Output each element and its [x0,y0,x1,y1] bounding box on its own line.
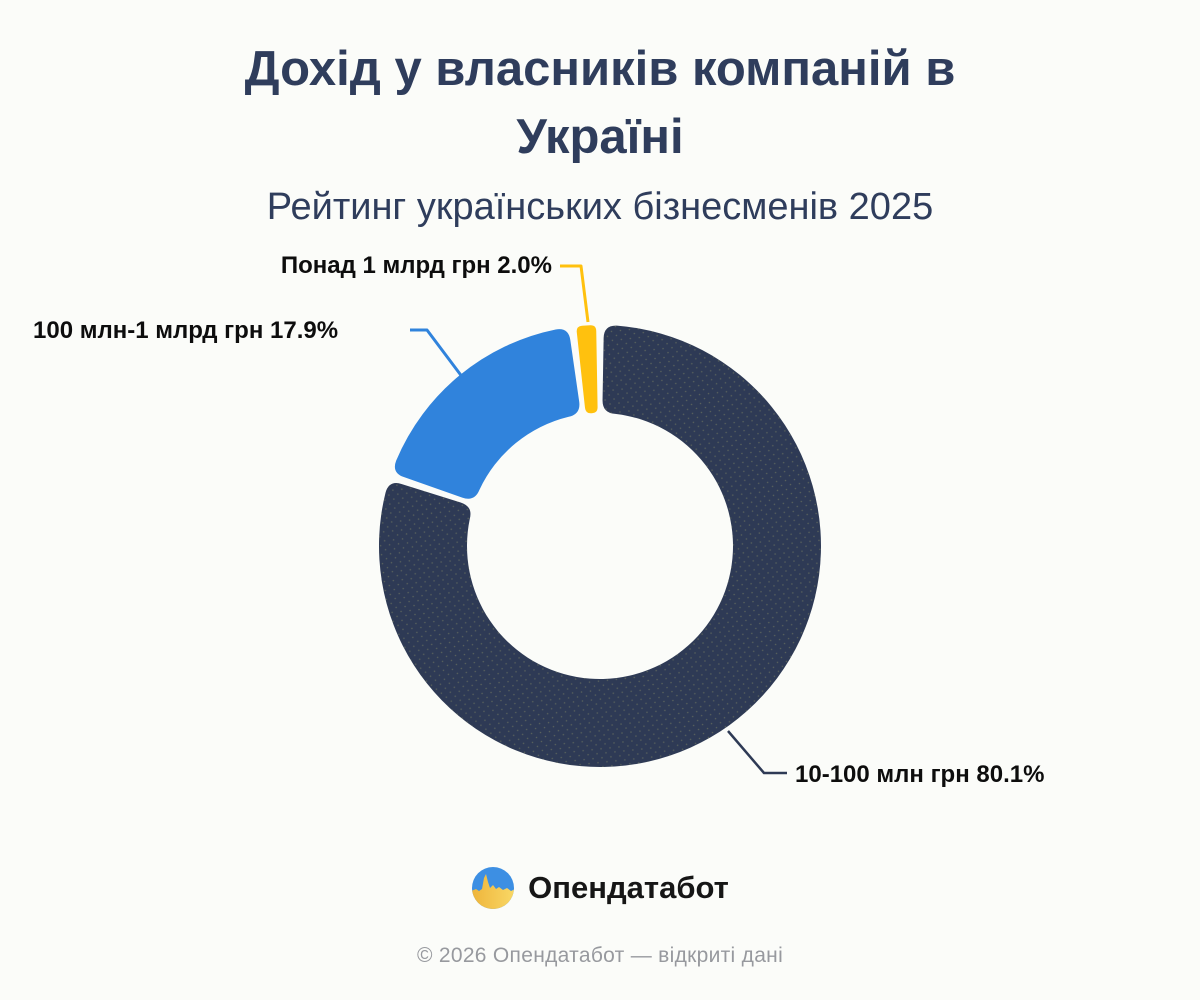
slice-label-100mln-1mlrd: 100 млн-1 млрд грн 17.9% [33,317,339,344]
opendatabot-logo: Опендатабот [0,866,1200,910]
page-subtitle: Рейтинг українських бізнесменів 2025 [266,186,934,228]
leader-line-small-slice [560,264,590,323]
page-title: Дохід у власників компаній в Україні [244,42,956,164]
donut-segment-0-texture [378,325,821,767]
donut-segment-2 [576,325,598,414]
copyright-line: © 2026 Опендатабот — відкриті дані [416,944,784,967]
donut-segments [378,325,821,767]
leader-line-large-slice [727,730,787,775]
donut-segment-1 [394,329,580,499]
opendatabot-logo-text: Опендатабот [528,870,729,905]
leader-line-medium-slice [410,328,465,379]
opendatabot-logo-icon [472,867,515,909]
slice-label-ponad-1-mlrd: Понад 1 млрд грн 2.0% [280,252,552,279]
slice-label-10-100-mln: 10-100 млн грн 80.1% [795,761,1045,788]
